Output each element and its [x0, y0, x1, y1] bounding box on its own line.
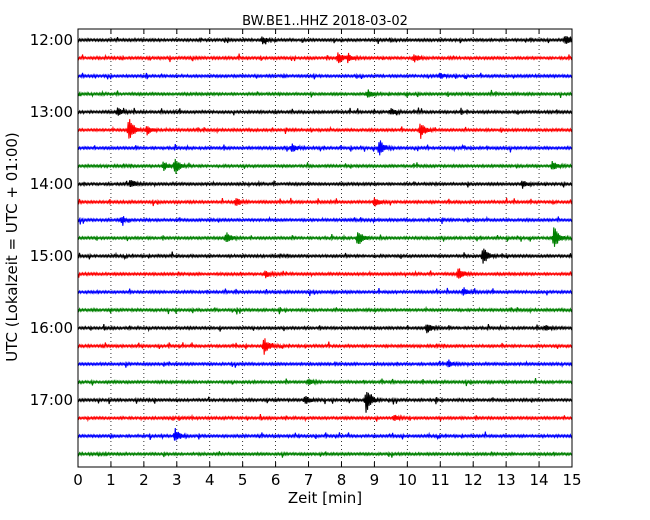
seismic-trace-15:00: [77, 248, 573, 264]
seismic-trace-13:45: [77, 158, 573, 175]
x-axis-ticks: 0 1 2 3 4 5 6 7 8 9 10 11 12 13 14 15: [73, 29, 582, 489]
x-tick-label: 13: [497, 471, 516, 489]
plot-frame: [77, 28, 573, 468]
seismic-trace-17:15: [77, 413, 573, 423]
seismic-trace-16:30: [77, 359, 573, 368]
seismic-trace-13:00: [77, 107, 573, 116]
seismic-trace-14:45: [77, 227, 573, 247]
trace-group: [77, 36, 573, 458]
y-tick-label: 12:00: [30, 31, 73, 49]
seismic-trace-16:15: [77, 338, 573, 355]
x-tick-label: 4: [205, 471, 215, 489]
y-tick-label: 16:00: [30, 319, 73, 337]
x-tick-label: 11: [431, 471, 450, 489]
seismic-trace-17:45: [77, 450, 573, 458]
seismic-trace-12:45: [77, 89, 573, 98]
seismic-trace-14:00: [77, 179, 573, 189]
y-axis-ticks: 12:00 13:00 14:00 15:00 16:00 17:00: [30, 31, 572, 409]
seismic-trace-14:15: [77, 197, 573, 207]
x-tick-label: 7: [304, 471, 314, 489]
seismic-trace-15:45: [77, 305, 573, 315]
x-tick-label: 3: [172, 471, 182, 489]
seismic-trace-13:30: [77, 140, 573, 156]
seismic-trace-12:00: [77, 36, 573, 45]
x-axis-label: Zeit [min]: [288, 489, 362, 507]
seismic-trace-15:15: [77, 268, 573, 279]
seismic-trace-17:00: [77, 392, 573, 413]
x-tick-label: 1: [106, 471, 116, 489]
seismic-trace-15:30: [77, 287, 573, 297]
seismic-trace-16:00: [77, 323, 573, 334]
y-tick-label: 15:00: [30, 247, 73, 265]
x-tick-label: 0: [73, 471, 83, 489]
seismic-trace-12:15: [77, 52, 573, 64]
seismic-trace-13:15: [77, 119, 573, 139]
seismic-trace-14:30: [77, 215, 573, 226]
x-tick-label: 6: [271, 471, 281, 489]
chart-title: BW.BE1..HHZ 2018-03-02: [242, 14, 408, 29]
y-axis-label: UTC (Lokalzeit = UTC + 01:00): [3, 132, 21, 362]
x-tick-label: 14: [530, 471, 549, 489]
x-tick-label: 5: [238, 471, 248, 489]
x-tick-label: 9: [370, 471, 380, 489]
seismic-trace-17:30: [77, 428, 573, 441]
y-tick-label: 14:00: [30, 175, 73, 193]
x-tick-label: 12: [464, 471, 483, 489]
seismic-trace-12:30: [77, 72, 573, 80]
x-tick-label: 2: [139, 471, 149, 489]
x-tick-label: 10: [398, 471, 417, 489]
x-tick-label: 8: [337, 471, 347, 489]
y-tick-label: 13:00: [30, 103, 73, 121]
x-tick-label: 15: [562, 471, 581, 489]
seismic-trace-16:45: [77, 378, 573, 387]
y-tick-label: 17:00: [30, 391, 73, 409]
